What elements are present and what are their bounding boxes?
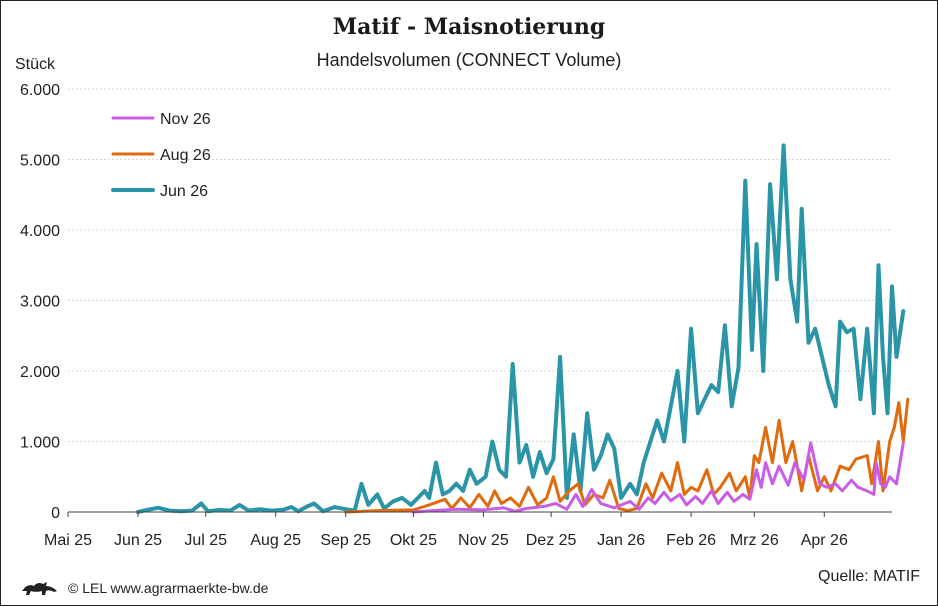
chart-title: Matif - Maisnotierung — [332, 14, 606, 40]
y-tick-label: 2.000 — [20, 364, 60, 381]
y-axis-unit-label: Stück — [15, 56, 56, 73]
x-tick-label: Nov 25 — [458, 532, 509, 549]
series-line-nov-26 — [411, 441, 905, 514]
x-tick-label: Sep 25 — [320, 532, 371, 549]
footer-copyright: © LEL www.agrarmaerkte-bw.de — [20, 578, 268, 598]
y-tick-label: 0 — [51, 505, 60, 522]
lion-logo-icon — [22, 582, 57, 595]
x-tick-label: Mrz 26 — [730, 532, 779, 549]
source-text: Quelle: MATIF — [818, 568, 920, 585]
x-tick-label: Jan 26 — [597, 532, 645, 549]
y-tick-label: 1.000 — [20, 435, 60, 452]
chart-subtitle: Handelsvolumen (CONNECT Volume) — [316, 50, 622, 70]
legend-label-nov-26: Nov 26 — [160, 111, 211, 128]
y-tick-label: 4.000 — [20, 223, 60, 240]
copyright-text: © LEL www.agrarmaerkte-bw.de — [68, 580, 269, 596]
legend-label-jun-26: Jun 26 — [160, 183, 208, 200]
x-tick-label: Jun 25 — [114, 532, 162, 549]
y-tick-label: 5.000 — [20, 153, 60, 170]
axes: 0 1.000 2.000 3.000 4.000 5.000 6.000 Mai 25 Jun… — [20, 82, 892, 549]
x-tick-label: Dez 25 — [526, 532, 577, 549]
series-lines — [136, 143, 910, 514]
series-line-jun-26 — [136, 143, 906, 514]
x-tick-label: Okt 25 — [390, 532, 437, 549]
x-tick-label: Apr 26 — [801, 532, 848, 549]
x-tick-label: Feb 26 — [666, 532, 716, 549]
legend: Nov 26 Aug 26 Jun 26 — [111, 111, 211, 200]
y-tick-label: 3.000 — [20, 294, 60, 311]
x-tick-label: Aug 25 — [250, 532, 301, 549]
x-tick-label: Mai 25 — [44, 532, 92, 549]
series-line-aug-26 — [344, 397, 910, 514]
y-tick-label: 6.000 — [20, 82, 60, 99]
grid-lines — [68, 88, 892, 442]
legend-label-aug-26: Aug 26 — [160, 147, 211, 164]
x-tick-label: Jul 25 — [184, 532, 227, 549]
